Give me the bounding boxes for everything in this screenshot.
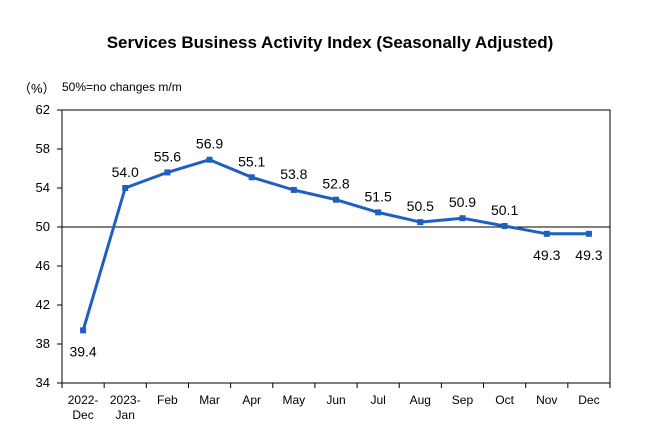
- data-label: 51.5: [365, 188, 392, 204]
- data-point: [375, 209, 382, 216]
- chart-note: 50%=no changes m/m: [62, 80, 182, 94]
- y-tick-label: 62: [36, 102, 50, 117]
- chart-title: Services Business Activity Index (Season…: [106, 33, 554, 52]
- data-point: [80, 327, 87, 334]
- data-point: [122, 185, 129, 191]
- data-label: 54.0: [112, 164, 139, 180]
- x-tick-label: Nov: [536, 393, 557, 407]
- y-tick-label: 38: [36, 336, 50, 351]
- x-tick-label: May: [283, 393, 306, 407]
- x-tick-label: Jan: [116, 408, 135, 422]
- data-label: 55.1: [238, 153, 265, 169]
- y-tick-label: 34: [36, 375, 50, 390]
- data-point: [164, 169, 171, 176]
- x-tick-label: Aug: [410, 393, 431, 407]
- data-point: [417, 219, 424, 226]
- y-tick-label: 50: [36, 219, 50, 234]
- x-tick-label: Mar: [199, 393, 220, 407]
- x-tick-label: Feb: [157, 393, 178, 407]
- plot-frame: [61, 109, 611, 384]
- data-label: 49.3: [575, 247, 602, 263]
- data-point: [543, 230, 550, 237]
- x-tick-label: Oct: [495, 393, 514, 407]
- data-label: 55.6: [154, 148, 181, 164]
- x-tick-label: Jun: [326, 393, 345, 407]
- x-tick-label: 2023-: [110, 393, 141, 407]
- x-tick-label: Jul: [370, 393, 385, 407]
- x-tick-label: Dec: [72, 408, 93, 422]
- data-label: 49.3: [533, 247, 560, 263]
- data-point: [248, 174, 255, 181]
- data-point: [501, 223, 508, 230]
- data-label: 50.9: [449, 194, 476, 210]
- data-label: 56.9: [196, 136, 223, 152]
- x-tick-label: 2022-: [68, 393, 99, 407]
- data-label: 50.5: [407, 198, 434, 214]
- y-tick-label: 46: [36, 258, 50, 273]
- data-label: 39.4: [69, 343, 96, 359]
- data-label: 50.1: [491, 202, 518, 218]
- data-point: [290, 186, 297, 193]
- data-point: [333, 196, 339, 203]
- data-label: 52.8: [322, 176, 349, 192]
- x-tick-label: Apr: [242, 393, 261, 407]
- x-tick-label: Dec: [578, 393, 599, 407]
- data-label: 53.8: [280, 166, 307, 182]
- x-tick-label: Sep: [452, 393, 474, 407]
- y-tick-label: 58: [36, 141, 50, 156]
- y-tick-label: 42: [36, 297, 50, 312]
- data-point: [585, 230, 592, 237]
- data-point: [459, 215, 466, 222]
- y-unit-label: （%）: [18, 81, 56, 96]
- y-tick-label: 54: [36, 180, 50, 195]
- data-point: [206, 156, 213, 163]
